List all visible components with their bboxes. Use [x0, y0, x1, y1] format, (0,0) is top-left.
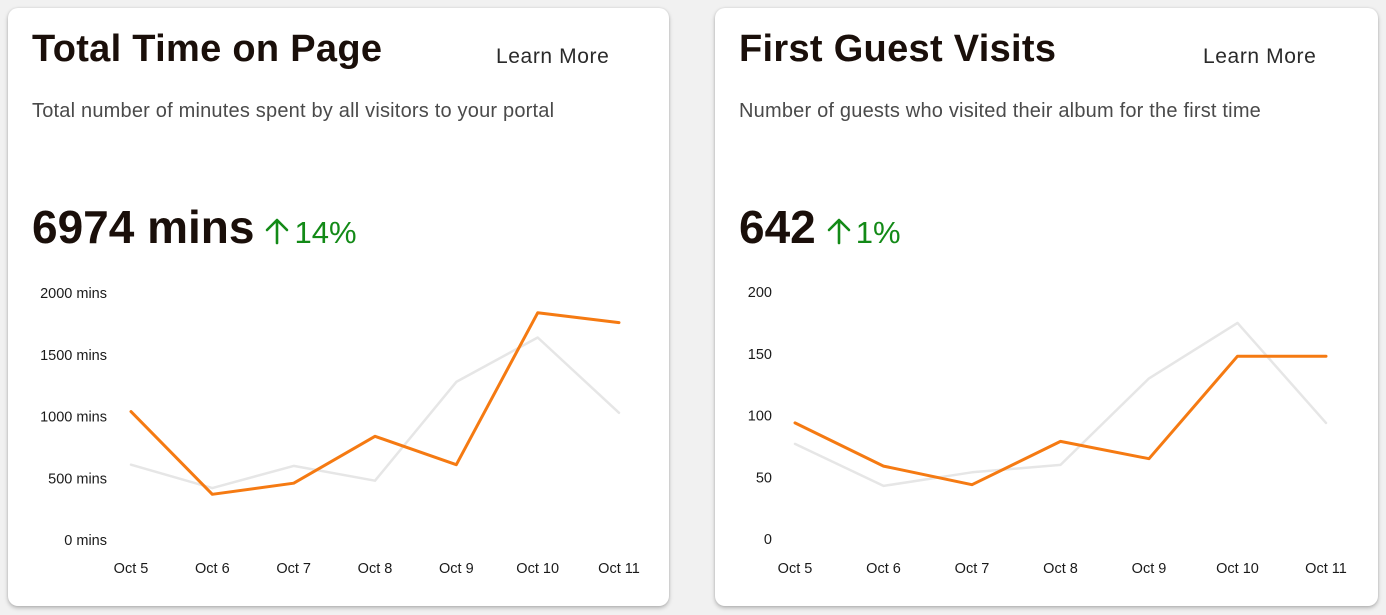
- y-tick-label: 1500 mins: [40, 348, 107, 364]
- x-tick-label: Oct 9: [1132, 561, 1167, 577]
- card-title: First Guest Visits: [739, 28, 1057, 70]
- metric-change: 1%: [826, 215, 901, 251]
- time-on-page-line-chart: 0 mins 500 mins 1000 mins 1500 mins 2000 min…: [40, 286, 640, 577]
- metric-value: 6974 mins: [32, 201, 255, 253]
- x-tick-label: Oct 11: [598, 561, 640, 577]
- y-tick-label: 200: [748, 285, 772, 301]
- current-period-line: [129, 311, 621, 496]
- y-tick-label: 500 mins: [48, 471, 107, 487]
- x-tick-label: Oct 6: [195, 561, 230, 577]
- learn-more-button[interactable]: Learn More: [496, 45, 610, 68]
- metric-change: 14%: [264, 215, 357, 251]
- x-tick-label: Oct 6: [866, 561, 901, 577]
- metric-change-percent: 14%: [294, 215, 357, 250]
- arrow-up-icon: [827, 218, 851, 245]
- card-subtitle: Total number of minutes spent by all vis…: [32, 100, 555, 122]
- x-tick-label: Oct 11: [1305, 561, 1347, 577]
- metric-summary: 642 1%: [739, 200, 901, 254]
- metric-value: 642: [739, 201, 816, 253]
- x-tick-label: Oct 8: [358, 561, 393, 577]
- metric-change-percent: 1%: [855, 215, 901, 250]
- arrow-up-icon: [266, 218, 289, 245]
- learn-more-button[interactable]: Learn More: [1203, 45, 1317, 68]
- y-tick-label: 2000 mins: [40, 286, 107, 302]
- y-tick-label: 1000 mins: [40, 410, 107, 426]
- metric-summary: 6974 mins 14%: [32, 200, 357, 254]
- first-guest-visits-card: First Guest Visits Learn More Number of …: [715, 8, 1378, 606]
- x-tick-label: Oct 7: [955, 561, 990, 577]
- y-tick-label: 0: [764, 532, 772, 548]
- card-title: Total Time on Page: [32, 28, 383, 70]
- first-guest-visits-line-chart: 0 50 100 150 200 Oct 5 Oct 6 Oct 7 Oct 8 Oct 9 Oct…: [748, 285, 1347, 577]
- card-subtitle: Number of guests who visited their album…: [739, 100, 1262, 122]
- y-tick-label: 100: [748, 409, 772, 425]
- x-tick-label: Oct 8: [1043, 561, 1078, 577]
- previous-period-line: [793, 321, 1328, 488]
- x-tick-label: Oct 10: [1216, 561, 1259, 577]
- x-tick-label: Oct 5: [114, 561, 149, 577]
- y-tick-label: 50: [756, 470, 772, 486]
- current-period-line: [793, 354, 1328, 487]
- x-tick-label: Oct 9: [439, 561, 474, 577]
- y-tick-label: 0 mins: [64, 533, 107, 549]
- x-tick-label: Oct 7: [276, 561, 311, 577]
- previous-period-line: [129, 336, 621, 490]
- y-tick-label: 150: [748, 347, 772, 363]
- x-tick-label: Oct 5: [778, 561, 813, 577]
- x-tick-label: Oct 10: [516, 561, 559, 577]
- time-on-page-card: Total Time on Page Learn More Total numb…: [8, 8, 669, 606]
